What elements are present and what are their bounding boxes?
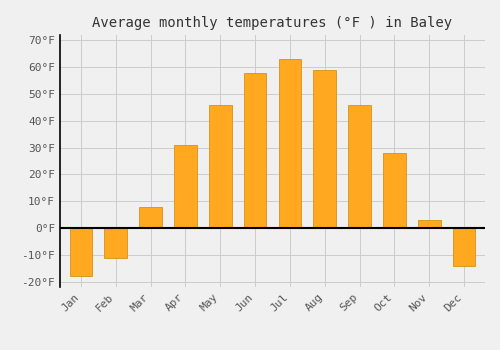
Bar	[70, 228, 92, 276]
Bar	[383, 153, 406, 228]
Title: Average monthly temperatures (°F ) in Baley: Average monthly temperatures (°F ) in Ba…	[92, 16, 452, 30]
Bar	[314, 70, 336, 228]
Bar	[140, 206, 162, 228]
Bar	[278, 59, 301, 228]
Bar	[209, 105, 232, 228]
Bar	[348, 105, 371, 228]
Bar	[104, 228, 127, 258]
Bar	[174, 145, 197, 228]
Bar	[244, 72, 266, 228]
Bar	[418, 220, 440, 228]
Bar	[453, 228, 475, 266]
